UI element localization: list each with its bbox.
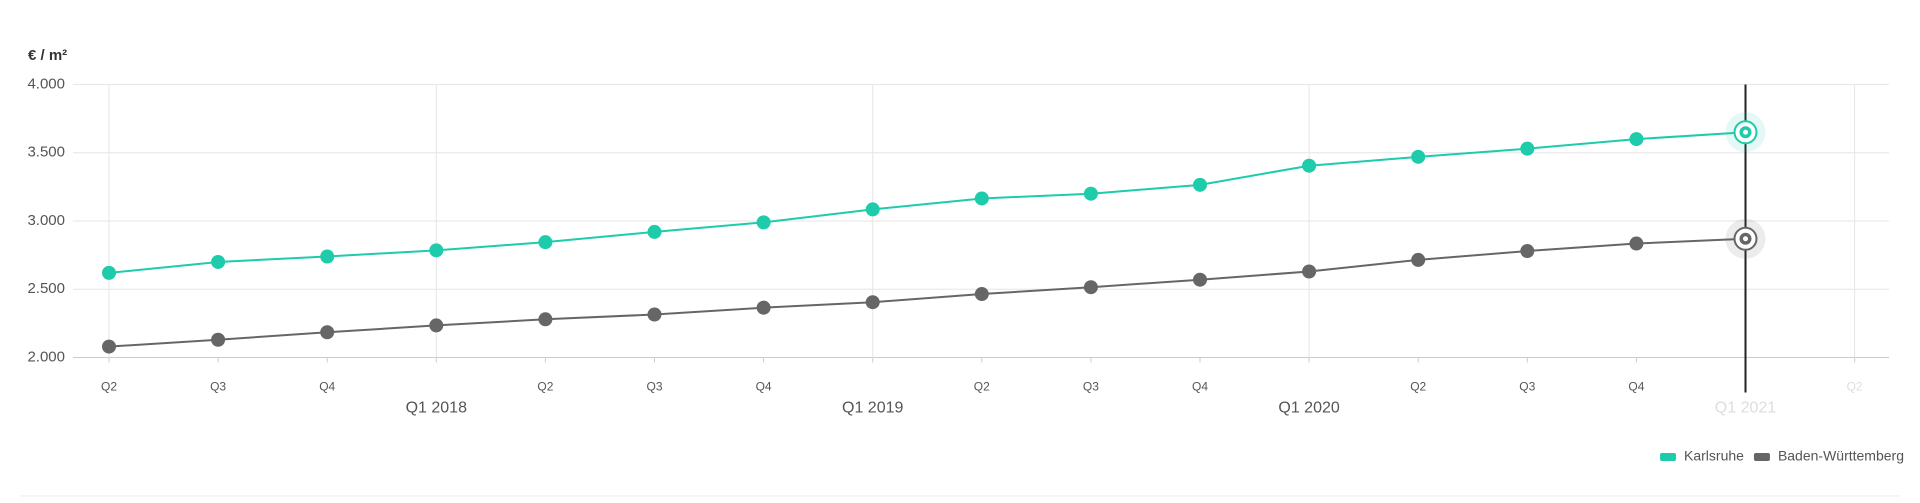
x-tick-label: Q1 2020 <box>1278 400 1339 417</box>
x-tick-label: Q3 <box>1519 380 1535 394</box>
y-tick-label: 2.500 <box>27 280 65 297</box>
data-point <box>1629 132 1644 147</box>
data-point <box>1520 141 1535 156</box>
data-point <box>1411 149 1426 164</box>
x-tick-label: Q1 2019 <box>842 400 903 417</box>
data-point <box>102 265 116 280</box>
x-tick-label: Q1 2018 <box>406 400 467 417</box>
data-point <box>1302 158 1317 173</box>
data-point <box>211 332 226 347</box>
data-point <box>320 325 335 340</box>
x-tick-label: Q3 <box>646 380 662 394</box>
data-point <box>974 191 989 206</box>
data-point <box>1193 272 1207 287</box>
data-point <box>1083 280 1098 295</box>
data-point <box>1083 186 1098 201</box>
data-point <box>1411 252 1426 267</box>
x-tick-label: Q4 <box>1628 380 1644 394</box>
data-point <box>538 312 553 327</box>
data-point <box>429 243 444 258</box>
y-axis-label: € / m² <box>28 47 67 64</box>
y-tick-label: 3.500 <box>27 144 65 161</box>
data-point <box>1302 264 1317 279</box>
data-point <box>211 254 226 269</box>
highlight-dot <box>1743 236 1748 242</box>
x-tick-label: Q1 2021 <box>1715 400 1776 417</box>
x-tick-label: Q2 <box>974 380 990 394</box>
x-tick-label: Q2 <box>1410 380 1426 394</box>
data-point <box>756 215 771 230</box>
x-tick-label: Q2 <box>537 380 553 394</box>
x-tick-label: Q2 <box>101 380 117 394</box>
data-point <box>756 300 771 315</box>
data-point <box>1629 236 1644 251</box>
data-point <box>1520 244 1535 259</box>
x-tick-label: Q4 <box>1192 380 1208 394</box>
legend-label: Karlsruhe <box>1684 448 1744 464</box>
x-tick-label: Q3 <box>1083 380 1099 394</box>
data-point <box>865 295 880 310</box>
data-point <box>1193 177 1207 192</box>
data-point <box>647 307 662 322</box>
x-tick-label: Q3 <box>210 380 226 394</box>
data-point <box>102 339 116 354</box>
data-point <box>320 249 335 264</box>
series-line <box>108 237 1746 348</box>
y-tick-label: 3.000 <box>27 212 65 229</box>
series-line <box>108 131 1746 274</box>
x-tick-label: Q4 <box>319 380 335 394</box>
data-point <box>647 224 662 239</box>
data-point <box>974 287 989 302</box>
data-point <box>865 202 880 217</box>
x-tick-label: Q4 <box>756 380 772 394</box>
data-point <box>538 235 553 250</box>
y-tick-label: 2.000 <box>27 348 65 365</box>
y-tick-label: 4.000 <box>27 75 65 92</box>
legend-swatch <box>1753 453 1770 461</box>
x-tick-label: Q2 <box>1847 380 1863 394</box>
data-point <box>429 318 444 333</box>
legend-swatch <box>1660 453 1677 461</box>
legend-label: Baden-Württemberg <box>1778 448 1904 464</box>
highlight-dot <box>1743 129 1748 135</box>
